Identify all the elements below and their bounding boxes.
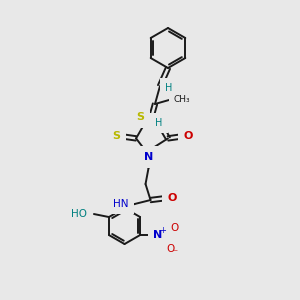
Text: ⁻: ⁻ (172, 248, 178, 258)
Text: CH₃: CH₃ (174, 95, 190, 104)
Text: N: N (154, 230, 163, 240)
Text: O: O (168, 193, 177, 203)
Text: +: + (159, 226, 166, 235)
Text: O: O (170, 223, 178, 233)
Text: O: O (166, 244, 174, 254)
Text: S: S (112, 131, 120, 141)
Text: S: S (136, 112, 144, 122)
Text: N: N (144, 152, 153, 162)
Text: H: H (165, 83, 173, 93)
Text: O: O (183, 131, 193, 141)
Text: HO: HO (71, 209, 87, 219)
Text: H: H (155, 118, 163, 128)
Text: HN: HN (113, 199, 128, 209)
